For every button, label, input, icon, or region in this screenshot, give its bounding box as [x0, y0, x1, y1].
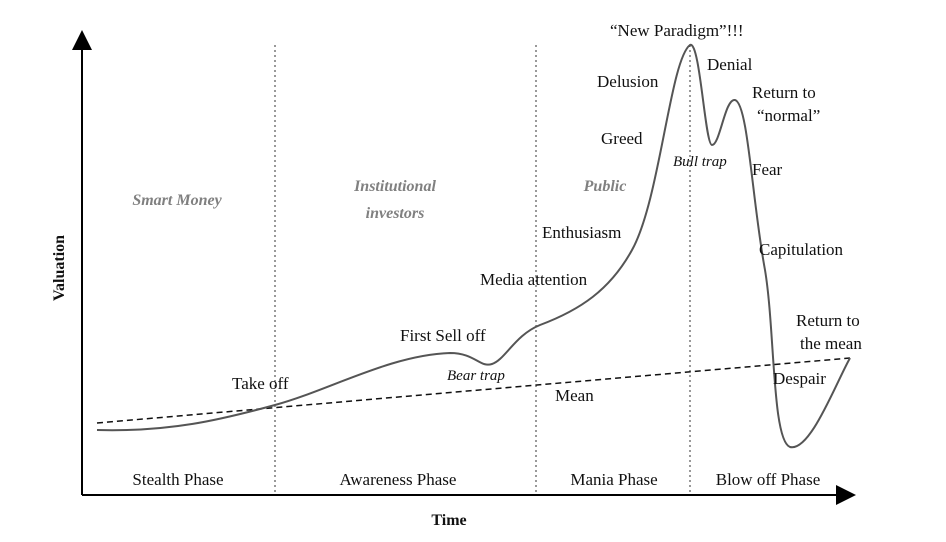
audience-label: Institutional [353, 178, 436, 195]
annotation: Return to [796, 311, 860, 330]
phase-label: Blow off Phase [716, 470, 821, 489]
y-axis-label: Valuation [51, 235, 68, 301]
annotation: “New Paradigm”!!! [610, 21, 744, 40]
annotation: First Sell off [400, 326, 486, 345]
annotation: Capitulation [759, 240, 844, 259]
phase-label: Mania Phase [570, 470, 657, 489]
valuation-curve [96, 43, 851, 449]
mean-line [96, 357, 851, 424]
audience-label: Public [583, 178, 627, 195]
annotation: Mean [555, 386, 594, 405]
annotation: Media attention [480, 270, 588, 289]
annotation: Despair [773, 369, 826, 388]
annotation: Bear trap [447, 368, 505, 384]
phase-label: Stealth Phase [132, 470, 223, 489]
annotation: Enthusiasm [542, 223, 621, 242]
annotation: Return to [752, 83, 816, 102]
annotation: Denial [707, 55, 753, 74]
x-axis-label: Time [431, 512, 466, 529]
audience-label: investors [366, 205, 425, 222]
annotation: Delusion [597, 72, 659, 91]
annotation: Greed [601, 129, 643, 148]
annotation: Fear [752, 160, 783, 179]
annotation: Take off [232, 374, 289, 393]
annotation: the mean [800, 334, 862, 353]
annotation: Bull trap [673, 154, 727, 170]
annotation: “normal” [757, 106, 820, 125]
phase-label: Awareness Phase [340, 470, 457, 489]
audience-label: Smart Money [132, 192, 222, 209]
